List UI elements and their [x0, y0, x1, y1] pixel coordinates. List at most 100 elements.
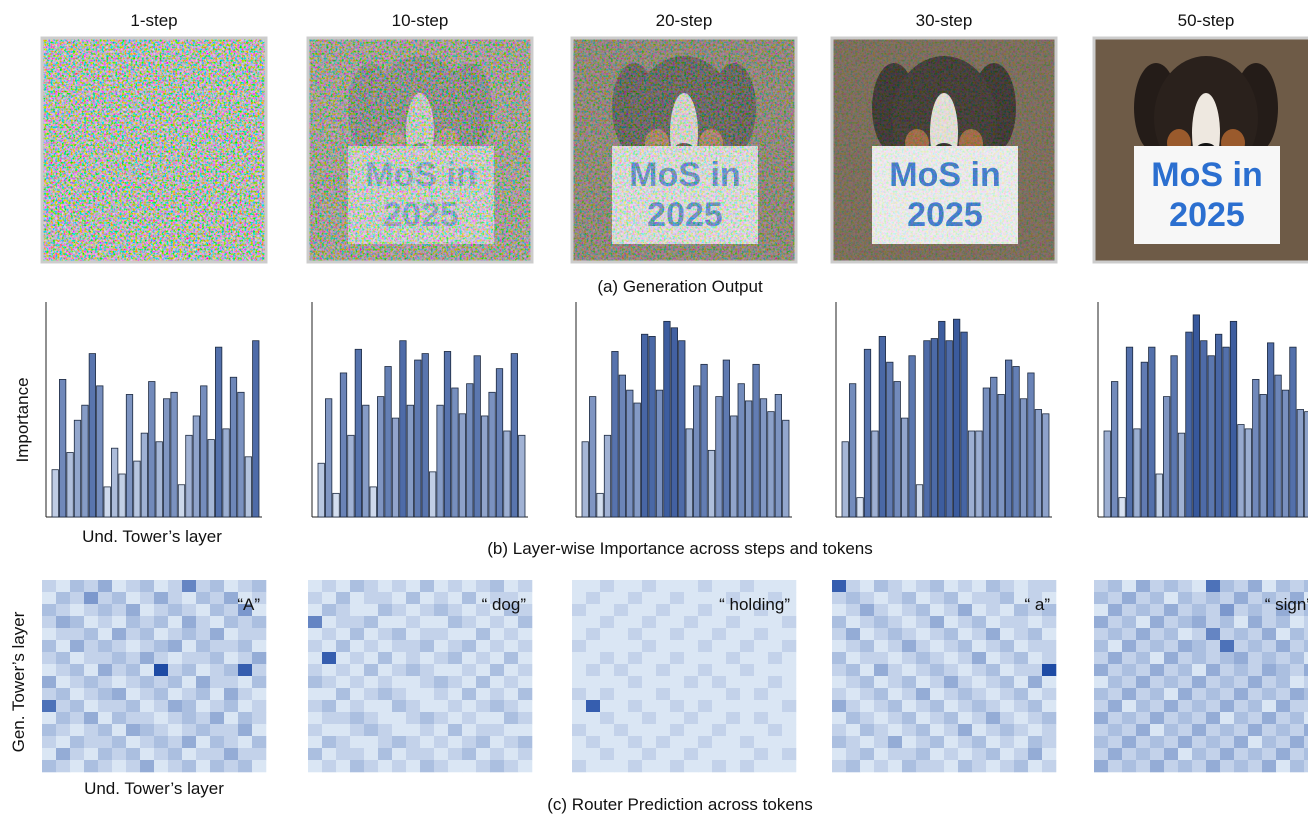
heatmap-cell — [140, 580, 154, 592]
heatmap-cell — [670, 724, 684, 736]
heatmap-cell — [350, 604, 364, 616]
heatmap-cell — [888, 664, 902, 676]
heatmap-cell — [1192, 604, 1206, 616]
heatmap-cell — [614, 604, 628, 616]
heatmap-cell — [1094, 736, 1108, 748]
heatmap-cell — [1094, 664, 1108, 676]
heatmap-cell — [874, 700, 888, 712]
heatmap-cell — [210, 760, 224, 772]
heatmap-cell — [84, 640, 98, 652]
heatmap-cell — [1014, 676, 1028, 688]
heatmap-cell — [224, 688, 238, 700]
heatmap-cell — [42, 664, 56, 676]
heatmap-cell — [1028, 664, 1042, 676]
bar — [1238, 425, 1244, 517]
heatmap-cell — [768, 760, 782, 772]
heatmap-cell — [1276, 736, 1290, 748]
heatmap-cell — [434, 724, 448, 736]
heatmap-cell — [930, 604, 944, 616]
heatmap-cell — [1304, 580, 1308, 592]
x-axis-label: Und. Tower’s layer — [84, 779, 224, 798]
heatmap-cell — [420, 664, 434, 676]
heatmap-cell — [972, 736, 986, 748]
heatmap-cell — [754, 628, 768, 640]
heatmap-cell — [98, 628, 112, 640]
heatmap-cell — [420, 580, 434, 592]
heatmap-cell — [902, 748, 916, 760]
heatmap-cell — [1290, 640, 1304, 652]
heatmap-cell — [944, 592, 958, 604]
heatmap-cell — [1000, 724, 1014, 736]
heatmap-cell — [448, 760, 462, 772]
heatmap-cell — [1206, 748, 1220, 760]
heatmap-cell — [600, 748, 614, 760]
heatmap-cell — [252, 688, 266, 700]
heatmap-cell — [1028, 724, 1042, 736]
bar — [1134, 429, 1140, 517]
heatmap-cell — [434, 592, 448, 604]
heatmap-cell — [1042, 700, 1056, 712]
heatmap-cell — [406, 652, 420, 664]
heatmap-cell — [628, 688, 642, 700]
heatmap-cell — [406, 676, 420, 688]
heatmap-cell — [252, 724, 266, 736]
heatmap-cell — [448, 592, 462, 604]
heatmap-cell — [1248, 640, 1262, 652]
heatmap-cell — [70, 700, 84, 712]
heatmap-cell — [70, 724, 84, 736]
heatmap-cell — [378, 604, 392, 616]
bar — [370, 487, 376, 517]
heatmap-cell — [986, 700, 1000, 712]
heatmap-cell — [888, 700, 902, 712]
scene: MoS in2025 — [572, 38, 796, 262]
heatmap-cell — [1262, 652, 1276, 664]
heatmap-cell — [782, 664, 796, 676]
heatmap-cell — [322, 748, 336, 760]
heatmap-cell — [322, 724, 336, 736]
heatmap-cell — [420, 724, 434, 736]
heatmap-cell — [986, 580, 1000, 592]
bar — [931, 339, 937, 517]
heatmap-cell — [1136, 628, 1150, 640]
heatmap-cell — [768, 616, 782, 628]
heatmap-cell — [902, 640, 916, 652]
heatmap-cell — [712, 580, 726, 592]
heatmap-cell — [196, 748, 210, 760]
bar — [745, 401, 751, 517]
bar — [1111, 382, 1117, 517]
heatmap-cell — [1178, 736, 1192, 748]
heatmap-cell — [462, 676, 476, 688]
heatmap-cell — [518, 652, 532, 664]
heatmap-cell — [1000, 628, 1014, 640]
heatmap-cell — [642, 616, 656, 628]
heatmap-cell — [600, 736, 614, 748]
heatmap-cell — [322, 604, 336, 616]
heatmap-cell — [350, 760, 364, 772]
x-axis-label: Und. Tower’s layer — [82, 527, 222, 546]
bar — [634, 403, 640, 517]
bar — [504, 431, 510, 517]
heatmap-cell — [322, 616, 336, 628]
heatmap-cell — [154, 724, 168, 736]
heatmap-cell — [986, 652, 1000, 664]
heatmap-cell — [874, 760, 888, 772]
heatmap-cell — [986, 688, 1000, 700]
heatmap-cell — [572, 664, 586, 676]
bar — [178, 485, 184, 517]
heatmap-cell — [740, 616, 754, 628]
heatmap-cell — [1122, 748, 1136, 760]
heatmap-cell — [860, 580, 874, 592]
heatmap-cell — [1136, 652, 1150, 664]
heatmap-cell — [1122, 616, 1136, 628]
heatmap-cell — [182, 640, 196, 652]
heatmap-cell — [70, 712, 84, 724]
heatmap-cell — [916, 604, 930, 616]
bar — [627, 390, 633, 517]
bar — [656, 390, 662, 517]
heatmap-cell — [832, 712, 846, 724]
heatmap-cell — [642, 712, 656, 724]
bar — [415, 360, 421, 517]
heatmap-cell — [698, 592, 712, 604]
heatmap-cell — [490, 628, 504, 640]
heatmap-cell — [586, 616, 600, 628]
